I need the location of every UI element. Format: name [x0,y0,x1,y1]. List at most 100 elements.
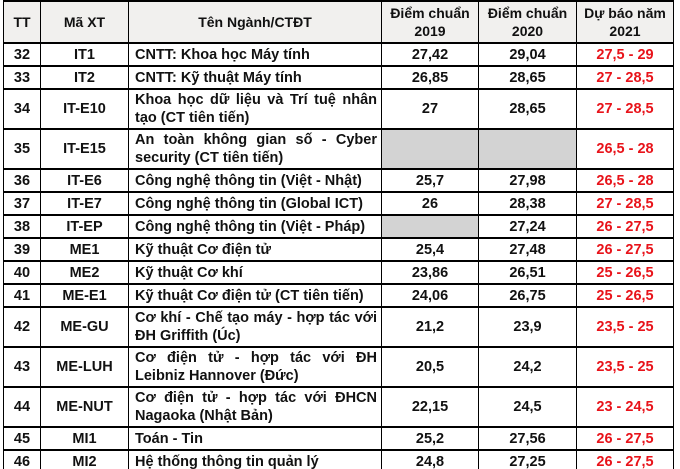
cell-score-2020: 27,98 [478,168,577,193]
cell-score-2019: 27 [381,88,479,130]
cell-code: IT-E10 [40,88,129,130]
column-header-2020: Điểm chuẩn 2020 [478,0,577,44]
cell-name: Công nghệ thông tin (Global ICT) [128,191,382,216]
cell-score-2019: 25,7 [381,168,479,193]
cell-forecast: 26 - 27,5 [576,237,674,262]
cell-score-2019: 27,42 [381,42,479,67]
table-row: 42 ME-GU Cơ khí - Chế tạo máy - hợp tác vớ… [3,306,674,348]
cell-score-2019 [381,214,479,239]
admission-score-table: TT Mã XT Tên Ngành/CTĐT Điểm chuẩn 2019 … [3,0,674,469]
cell-score-2020: 24,2 [478,346,577,388]
cell-score-2020: 27,24 [478,214,577,239]
cell-name: Toán - Tin [128,426,382,451]
header-row: TT Mã XT Tên Ngành/CTĐT Điểm chuẩn 2019 … [3,0,674,44]
cell-code: IT2 [40,65,129,90]
cell-score-2019: 21,2 [381,306,479,348]
cell-score-2019: 24,8 [381,449,479,469]
cell-score-2019: 26,85 [381,65,479,90]
table-row: 45 MI1 Toán - Tin 25,2 27,56 26 - 27,5 [3,426,674,451]
cell-tt: 45 [3,426,41,451]
cell-tt: 37 [3,191,41,216]
cell-name: Khoa học dữ liệu và Trí tuệ nhân tạo (CT… [128,88,382,130]
cell-score-2020: 24,5 [478,386,577,428]
cell-score-2020: 28,65 [478,65,577,90]
cell-name: Kỹ thuật Cơ khí [128,260,382,285]
column-header-tt: TT [3,0,41,44]
cell-tt: 46 [3,449,41,469]
cell-tt: 35 [3,128,41,170]
cell-tt: 33 [3,65,41,90]
cell-score-2019: 25,2 [381,426,479,451]
cell-name: Hệ thống thông tin quản lý [128,449,382,469]
cell-score-2020 [478,128,577,170]
cell-score-2019: 24,06 [381,283,479,308]
table-row: 43 ME-LUH Cơ điện tử - hợp tác với ĐH Leib… [3,346,674,388]
cell-forecast: 25 - 26,5 [576,260,674,285]
cell-score-2020: 28,65 [478,88,577,130]
cell-tt: 42 [3,306,41,348]
cell-tt: 40 [3,260,41,285]
table-row: 39 ME1 Kỹ thuật Cơ điện tử 25,4 27,48 26 - 27… [3,237,674,262]
table-row: 36 IT-E6 Công nghệ thông tin (Việt - Nhật)… [3,168,674,193]
cell-score-2020: 29,04 [478,42,577,67]
cell-name: CNTT: Khoa học Máy tính [128,42,382,67]
cell-tt: 44 [3,386,41,428]
column-header-forecast: Dự báo năm 2021 [576,0,674,44]
cell-name: An toàn không gian số - Cyber security (… [128,128,382,170]
cell-forecast: 26 - 27,5 [576,449,674,469]
cell-name: Công nghệ thông tin (Việt - Nhật) [128,168,382,193]
cell-forecast: 23 - 24,5 [576,386,674,428]
cell-score-2020: 27,25 [478,449,577,469]
cell-code: IT-EP [40,214,129,239]
cell-name: Cơ điện tử - hợp tác với ĐHCN Nagaoka (N… [128,386,382,428]
cell-code: ME-NUT [40,386,129,428]
cell-forecast: 26 - 27,5 [576,426,674,451]
cell-name: Cơ điện tử - hợp tác với ĐH Leibniz Hann… [128,346,382,388]
table-row: 33 IT2 CNTT: Kỹ thuật Máy tính 26,85 28,65 27… [3,65,674,90]
cell-code: IT-E7 [40,191,129,216]
column-header-2019: Điểm chuẩn 2019 [381,0,479,44]
cell-tt: 43 [3,346,41,388]
cell-score-2019: 22,15 [381,386,479,428]
cell-tt: 32 [3,42,41,67]
cell-name: CNTT: Kỹ thuật Máy tính [128,65,382,90]
cell-score-2020: 26,75 [478,283,577,308]
cell-tt: 36 [3,168,41,193]
cell-name: Kỹ thuật Cơ điện tử [128,237,382,262]
cell-tt: 38 [3,214,41,239]
cell-score-2019: 20,5 [381,346,479,388]
cell-score-2019: 23,86 [381,260,479,285]
cell-score-2020: 28,38 [478,191,577,216]
table-row: 38 IT-EP Công nghệ thông tin (Việt - Pháp)… [3,214,674,239]
table-row: 46 MI2 Hệ thống thông tin quản lý 24,8 27,25… [3,449,674,469]
cell-forecast: 26,5 - 28 [576,128,674,170]
cell-score-2020: 26,51 [478,260,577,285]
cell-code: MI1 [40,426,129,451]
cell-tt: 34 [3,88,41,130]
cell-score-2019: 25,4 [381,237,479,262]
table-row: 41 ME-E1 Kỹ thuật Cơ điện tử (CT tiên tiến… [3,283,674,308]
cell-forecast: 23,5 - 25 [576,346,674,388]
cell-score-2019: 26 [381,191,479,216]
table-row: 44 ME-NUT Cơ điện tử - hợp tác với ĐHCN Na… [3,386,674,428]
cell-score-2020: 27,48 [478,237,577,262]
cell-name: Công nghệ thông tin (Việt - Pháp) [128,214,382,239]
cell-name: Kỹ thuật Cơ điện tử (CT tiên tiến) [128,283,382,308]
cell-forecast: 26 - 27,5 [576,214,674,239]
cell-score-2020: 27,56 [478,426,577,451]
cell-forecast: 27 - 28,5 [576,88,674,130]
cell-code: ME-E1 [40,283,129,308]
table-row: 37 IT-E7 Công nghệ thông tin (Global ICT) 2… [3,191,674,216]
cell-score-2020: 23,9 [478,306,577,348]
table-row: 34 IT-E10 Khoa học dữ liệu và Trí tuệ nhân… [3,88,674,130]
cell-code: MI2 [40,449,129,469]
cell-forecast: 26,5 - 28 [576,168,674,193]
cell-code: ME-GU [40,306,129,348]
cell-code: ME1 [40,237,129,262]
cell-code: IT1 [40,42,129,67]
cell-score-2019 [381,128,479,170]
cell-name: Cơ khí - Chế tạo máy - hợp tác với ĐH Gr… [128,306,382,348]
table-row: 32 IT1 CNTT: Khoa học Máy tính 27,42 29,04 27… [3,42,674,67]
column-header-name: Tên Ngành/CTĐT [128,0,382,44]
cell-code: IT-E6 [40,168,129,193]
